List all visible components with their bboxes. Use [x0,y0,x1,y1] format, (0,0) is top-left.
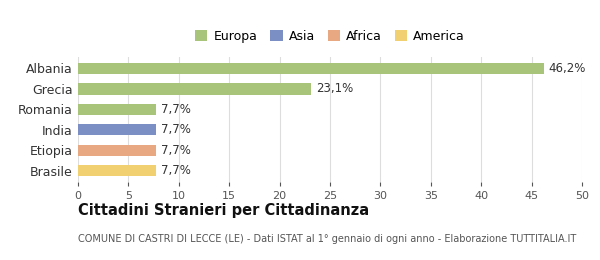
Bar [78,124,155,135]
Text: 7,7%: 7,7% [161,123,191,136]
Legend: Europa, Asia, Africa, America: Europa, Asia, Africa, America [191,26,469,47]
Text: 46,2%: 46,2% [549,62,586,75]
Bar [78,83,311,95]
Text: COMUNE DI CASTRI DI LECCE (LE) - Dati ISTAT al 1° gennaio di ogni anno - Elabora: COMUNE DI CASTRI DI LECCE (LE) - Dati IS… [78,234,576,244]
Text: 7,7%: 7,7% [161,144,191,157]
Bar [78,104,155,115]
Text: 7,7%: 7,7% [161,164,191,177]
Text: 7,7%: 7,7% [161,103,191,116]
Bar [78,145,155,156]
Bar [78,165,155,176]
Bar [78,63,544,74]
Text: Cittadini Stranieri per Cittadinanza: Cittadini Stranieri per Cittadinanza [78,203,369,218]
Text: 23,1%: 23,1% [316,82,353,95]
